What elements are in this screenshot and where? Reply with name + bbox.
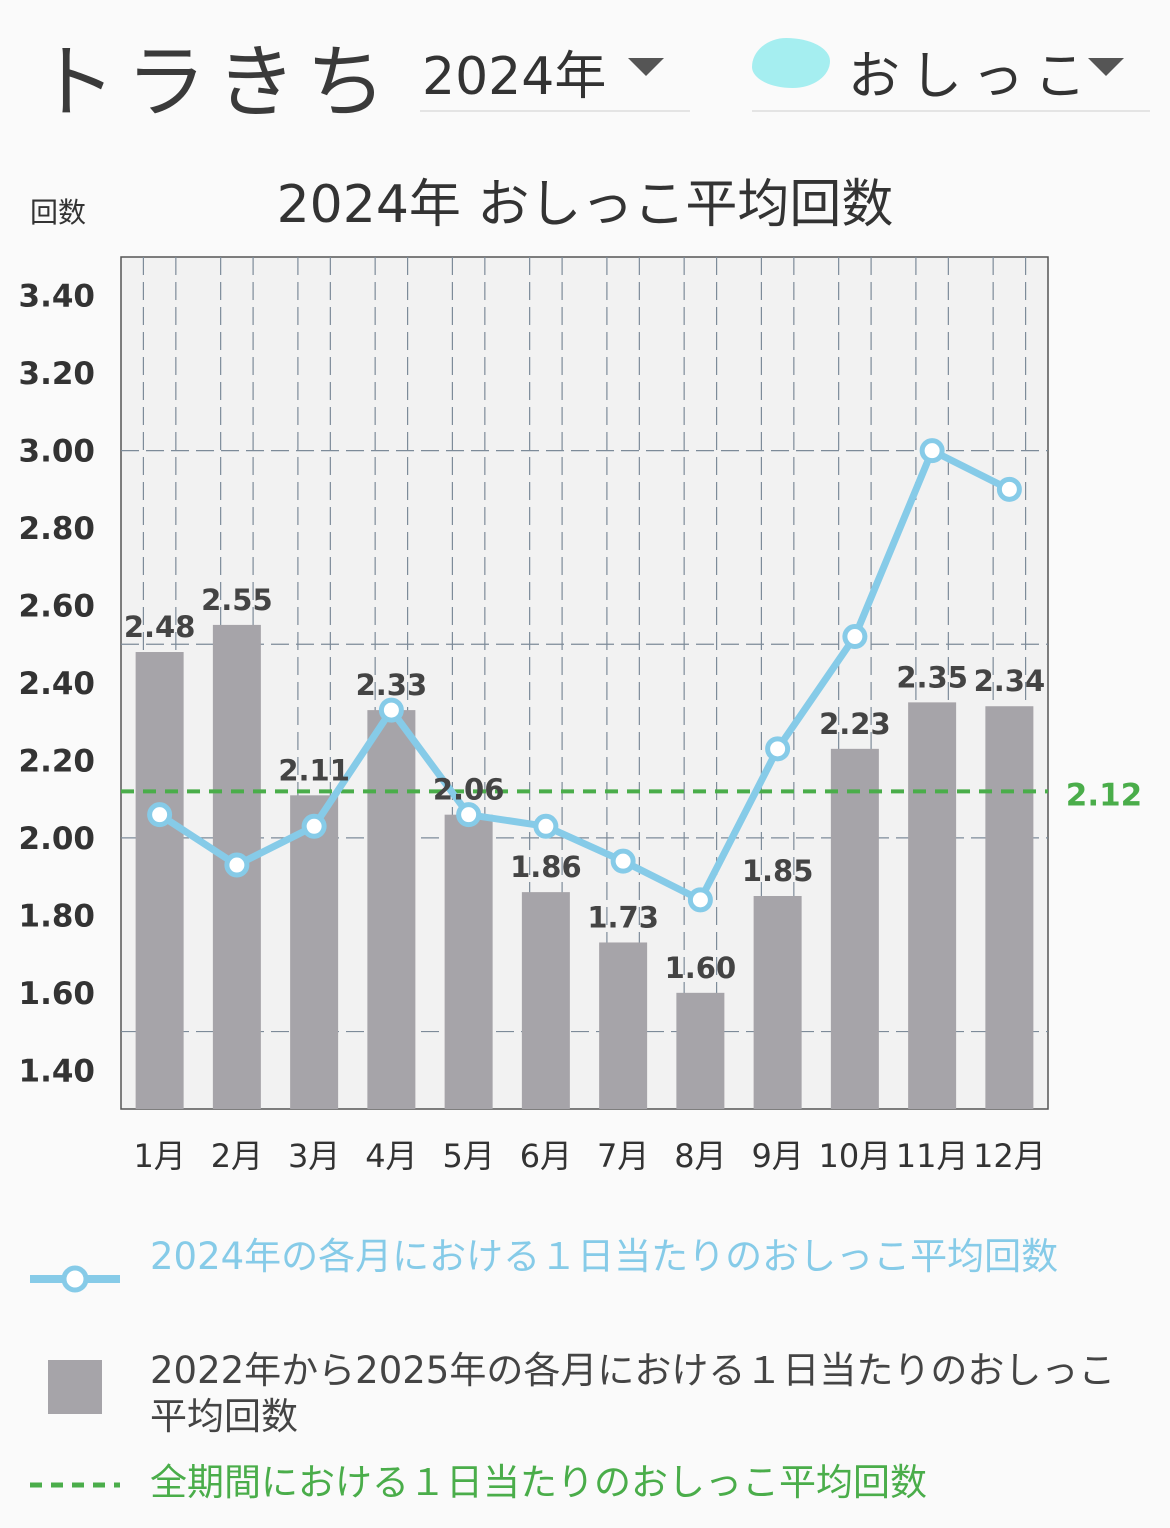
x-tick-label: 5月 [442,1137,494,1175]
y-tick-label: 2.60 [19,589,96,625]
year-dropdown-value: 2024年 [422,47,607,107]
y-tick-label: 2.40 [19,666,96,702]
x-tick-label: 10月 [819,1137,892,1175]
bar [135,652,184,1109]
line-point [533,813,559,839]
line-point [147,802,173,828]
average-layer: 2.12 [121,777,1142,813]
chevron-down-icon [628,58,664,76]
line-point [842,624,868,650]
legend-bar-swatch-icon [48,1360,102,1414]
line-point [687,887,713,913]
bar [444,814,493,1109]
bar-value-label: 1.85 [742,854,814,888]
y-tick-label: 1.40 [19,1053,96,1089]
bar-value-label: 2.06 [433,773,505,807]
average-value-label: 2.12 [1066,777,1143,813]
y-tick-label: 2.80 [19,511,96,547]
pet-name: トラきち [36,36,396,129]
bar-value-label: 2.23 [819,707,891,741]
type-dropdown-value: おしっこ [848,47,1097,107]
bar-value-label: 1.86 [510,850,582,884]
x-tick-label: 11月 [896,1137,969,1175]
x-tick-label: 8月 [674,1137,726,1175]
bar-value-label: 2.55 [201,583,273,617]
y-tick-label: 2.20 [19,743,96,779]
y-tick-label: 1.60 [19,976,96,1012]
plot-area [120,256,1049,1110]
line-point [456,802,482,828]
bar-value-label: 1.60 [665,951,737,985]
axis-layer: 1.40 1.60 1.80 2.00 2.20 2.40 2.60 2.80 3.00 3.20… [19,279,1046,1175]
bar-value-label: 2.33 [356,668,428,702]
series-line [156,447,1013,904]
line-point [378,697,404,723]
line-point [610,848,636,874]
label-layer: 2.482.55 2.11 2.33 2.06 1.861.731.60 1.85 2.23… [124,583,1045,985]
bar [908,702,957,1109]
x-tick-label: 4月 [365,1137,417,1175]
legend-item-average: 全期間における１日当たりのおしっこ平均回数 [0,1460,1170,1520]
bar-value-label: 1.73 [587,900,659,934]
y-tick-label: 3.20 [19,356,96,392]
y-tick-label: 2.00 [19,821,96,857]
bar [599,942,648,1109]
bar-value-label: 2.35 [896,660,968,694]
chart: 回数 2024年 おしっこ平均回数 2.12 2.482.552.112.332… [19,175,1143,1175]
y-tick-label: 3.40 [19,279,96,315]
line-layer [147,438,1022,913]
x-tick-label: 1月 [133,1137,185,1175]
bar-value-label: 2.48 [124,610,196,644]
x-tick-label: 6月 [520,1137,572,1175]
line-point [765,736,791,762]
line-point [996,476,1022,502]
y-tick-label: 3.00 [19,434,96,470]
year-dropdown[interactable]: 2024年 [420,26,690,112]
x-tick-label: 7月 [597,1137,649,1175]
chart-ylabel: 回数 [30,196,86,229]
bar [753,896,802,1109]
bar [367,710,416,1109]
bar [521,892,570,1109]
legend-bar-label: 2022年から2025年の各月における１日当たりのおしっこ平均回数 [150,1349,1116,1438]
y-tick-label: 1.80 [19,898,96,934]
legend-item-bar: 2022年から2025年の各月における１日当たりのおしっこ平均回数 [0,1348,1170,1448]
type-dropdown[interactable]: おしっこ [752,26,1150,112]
bar-value-label: 2.11 [278,753,350,787]
x-tick-label: 3月 [288,1137,340,1175]
legend-average-dash-icon [30,1482,120,1488]
line-point [301,813,327,839]
x-tick-label: 12月 [973,1137,1046,1175]
legend-line-label: 2024年の各月における１日当たりのおしっこ平均回数 [150,1235,1059,1278]
x-tick-label: 9月 [751,1137,803,1175]
legend-average-label: 全期間における１日当たりのおしっこ平均回数 [150,1461,927,1504]
bar [830,748,879,1109]
header: トラきち 2024年 おしっこ [0,0,1170,130]
chevron-down-icon [1088,58,1124,76]
chart-title: 2024年 おしっこ平均回数 [277,175,894,235]
bar [290,795,339,1109]
chart-container: 回数 2024年 おしっこ平均回数 2.12 2.48 2.55 2.11 2.33 2… [0,150,1170,1190]
urine-blob-icon [752,38,830,88]
bar [676,992,725,1109]
bar [985,706,1034,1109]
bar-layer [135,624,1034,1109]
line-point [224,852,250,878]
legend-item-line: 2024年の各月における１日当たりのおしっこ平均回数 [0,1234,1170,1334]
x-tick-label: 2月 [211,1137,263,1175]
bar-value-label: 2.34 [974,664,1046,698]
line-point [919,438,945,464]
legend-line-marker-icon [30,1265,120,1293]
